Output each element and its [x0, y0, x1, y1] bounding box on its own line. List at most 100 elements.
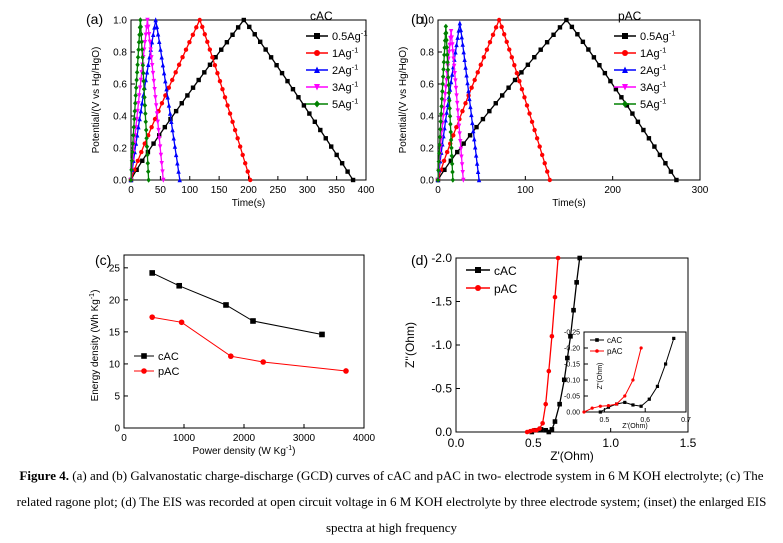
data-point — [129, 158, 135, 164]
data-point — [135, 54, 141, 60]
data-point — [462, 57, 467, 62]
data-point — [487, 108, 492, 114]
data-point — [451, 63, 457, 69]
plot-frame — [583, 331, 687, 413]
data-point — [148, 47, 153, 53]
legend-label: 5Ag-1 — [640, 97, 666, 111]
data-point — [444, 37, 449, 43]
data-point — [615, 402, 619, 406]
y-tick-label: -2.0 — [431, 251, 452, 265]
data-point — [544, 40, 550, 45]
data-point — [296, 95, 301, 100]
data-point — [509, 55, 514, 60]
legend-swatch-marker — [475, 267, 481, 273]
data-point — [257, 39, 263, 45]
data-point — [478, 62, 483, 67]
data-point — [619, 95, 624, 100]
data-point — [247, 24, 252, 30]
x-tick-label: 250 — [270, 185, 287, 196]
data-point — [274, 62, 279, 68]
data-point — [647, 397, 651, 401]
plot-frame — [437, 19, 701, 181]
y-tick-label: -1.0 — [431, 338, 452, 352]
legend-label: 3Ag-1 — [332, 80, 358, 94]
data-point — [472, 136, 477, 142]
data-point — [575, 32, 580, 37]
data-point — [130, 140, 136, 147]
data-point — [461, 177, 466, 183]
data-point — [137, 93, 142, 99]
data-point — [512, 77, 518, 83]
x-tick-label: 0.7 — [681, 417, 691, 424]
data-point — [519, 86, 525, 92]
data-point — [170, 127, 175, 133]
x-tick-label: 4000 — [353, 433, 376, 444]
y-tick-label: 0.00 — [566, 409, 580, 416]
legend-swatch-marker — [475, 285, 481, 291]
data-point — [582, 410, 586, 414]
data-point — [450, 42, 455, 48]
data-point — [438, 111, 444, 117]
data-point — [557, 25, 563, 30]
data-point — [176, 62, 182, 67]
data-point — [141, 78, 146, 84]
data-point — [453, 78, 458, 84]
data-point — [136, 124, 141, 130]
data-point — [144, 135, 149, 141]
data-point — [448, 121, 453, 127]
legend-label: 0.5Ag-1 — [332, 29, 368, 43]
data-point — [538, 47, 543, 52]
legend-item: pAC — [134, 366, 179, 378]
y-tick-label: 0.4 — [113, 112, 127, 123]
data-point — [561, 377, 567, 383]
legend-item: 3Ag-1 — [306, 80, 358, 94]
data-point — [549, 334, 555, 339]
data-point — [149, 124, 154, 130]
data-point — [290, 86, 296, 92]
data-point — [441, 106, 447, 112]
data-point — [598, 404, 602, 408]
data-point — [655, 384, 660, 388]
data-point — [151, 78, 156, 84]
data-point — [444, 44, 450, 51]
data-point — [460, 169, 465, 175]
data-point — [674, 177, 679, 183]
data-point — [170, 77, 175, 83]
data-point — [501, 32, 507, 37]
data-point — [524, 103, 530, 108]
data-point — [139, 39, 144, 45]
data-point — [131, 132, 136, 139]
data-point — [202, 32, 207, 37]
data-point — [490, 32, 496, 37]
data-point — [285, 78, 290, 84]
data-point — [447, 97, 452, 104]
data-point — [480, 116, 486, 122]
data-point — [179, 101, 184, 106]
legend-swatch-marker — [622, 84, 628, 91]
data-point — [448, 137, 454, 143]
series-1Ag — [128, 17, 253, 183]
data-point — [441, 59, 447, 65]
figure-caption-text: (a) and (b) Galvanostatic charge-dischar… — [16, 468, 767, 535]
data-point — [222, 95, 228, 100]
y-tick-label: 10 — [109, 359, 121, 370]
data-point — [139, 149, 144, 155]
inset-series-pAC — [582, 346, 643, 414]
data-point — [163, 78, 168, 84]
data-point — [597, 62, 602, 68]
data-point — [461, 49, 466, 55]
legend-item: 1Ag-1 — [306, 46, 358, 60]
data-point — [160, 169, 165, 175]
data-point — [223, 302, 229, 308]
data-point — [471, 128, 476, 134]
data-point — [143, 110, 148, 117]
data-point — [537, 426, 542, 431]
data-point — [166, 85, 172, 90]
data-point — [139, 31, 144, 37]
data-point — [439, 103, 444, 110]
data-point — [136, 101, 141, 106]
data-point — [445, 59, 450, 65]
x-tick-label: 0 — [435, 185, 441, 196]
data-point — [329, 144, 334, 149]
legend-item: cAC — [466, 264, 517, 278]
